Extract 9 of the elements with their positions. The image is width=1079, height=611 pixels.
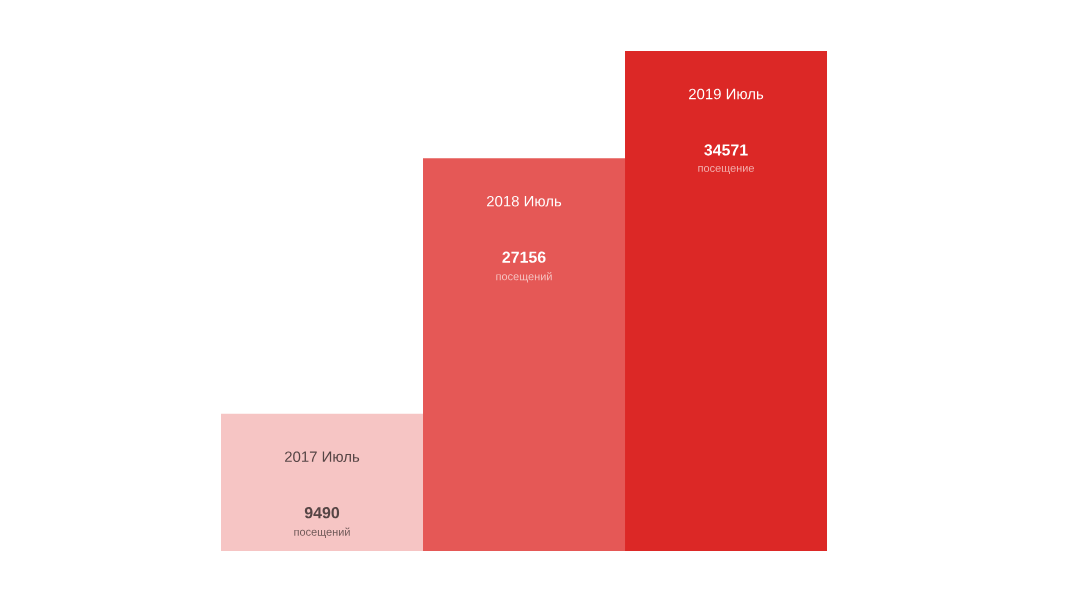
data-label: 9490 <box>304 507 340 519</box>
annotation: посещение <box>698 165 754 175</box>
annotation: посещений <box>294 527 350 538</box>
x-tick-label: 2018 Июль <box>487 195 562 207</box>
x-tick-label: 2019 Июль <box>689 88 764 100</box>
x-tick-label: 2017 Июль <box>285 451 360 463</box>
data-label: 27156 <box>502 251 546 263</box>
annotation: посещений <box>496 272 552 283</box>
data-label: 34571 <box>704 144 748 156</box>
